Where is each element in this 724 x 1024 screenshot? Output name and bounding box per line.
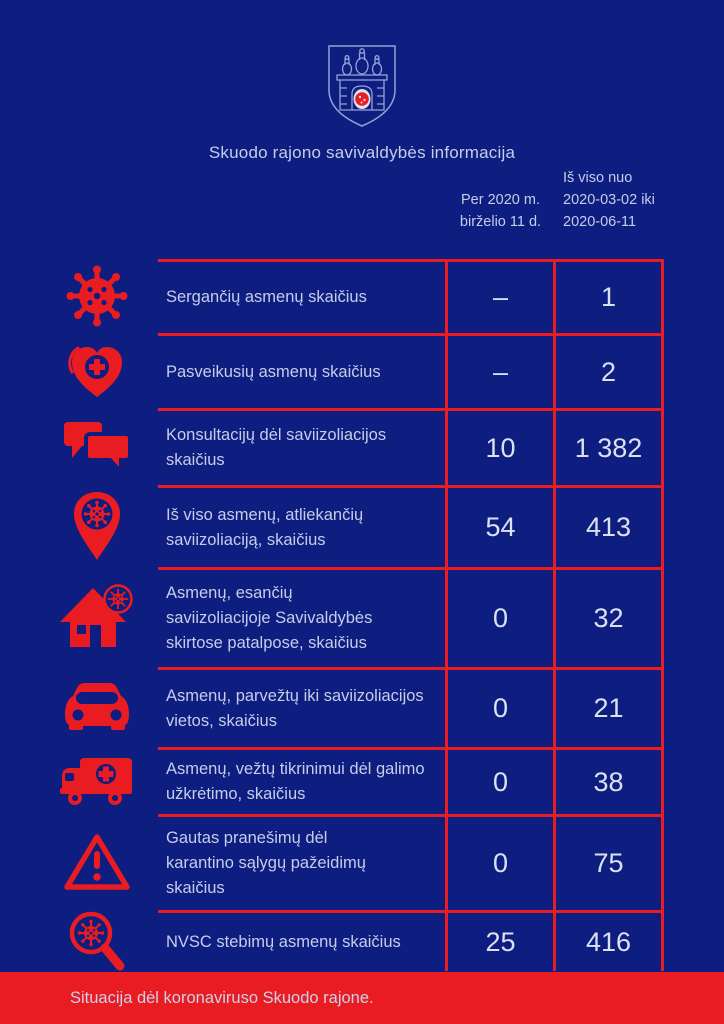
value-total: 38: [556, 747, 664, 814]
warning-triangle-icon: [0, 814, 158, 910]
ambulance-icon: [0, 747, 158, 814]
row-label: Konsultacijų dėl saviizoliacijos skaičiu…: [158, 408, 445, 485]
value-period: 25: [445, 910, 556, 971]
value-total: 2: [556, 333, 664, 408]
house-virus-icon: [0, 567, 158, 667]
value-total: 1: [556, 259, 664, 333]
value-total: 413: [556, 485, 664, 567]
column-header-period: Per 2020 m. birželio 11 d.: [459, 191, 542, 230]
value-total: 21: [556, 667, 664, 747]
row-label: NVSC stebimų asmenų skaičius: [158, 910, 445, 971]
search-virus-icon: [0, 910, 158, 971]
row-label: Sergančių asmenų skaičius: [158, 259, 445, 333]
row-label: Gautas pranešimų dėl karantino sąlygų pa…: [158, 814, 445, 910]
value-total: 1 382: [556, 408, 664, 485]
value-period: 54: [445, 485, 556, 567]
row-label: Asmenų, parvežtų iki saviizoliacijos vie…: [158, 667, 445, 747]
car-icon: [0, 667, 158, 747]
row-label: Asmenų, vežtų tikrinimui dėl galimo užkr…: [158, 747, 445, 814]
value-period: –: [445, 259, 556, 333]
value-period: 0: [445, 747, 556, 814]
value-total: 75: [556, 814, 664, 910]
footer-text: Situacija dėl koronaviruso Skuodo rajone…: [70, 989, 374, 1007]
value-period: 0: [445, 667, 556, 747]
row-label: Asmenų, esančių saviizoliacijoje Savival…: [158, 567, 445, 667]
value-period: 0: [445, 567, 556, 667]
page-title: Skuodo rajono savivaldybės informacija: [208, 143, 516, 162]
row-label: Iš viso asmenų, atliekančių saviizoliaci…: [158, 485, 445, 567]
row-label: Pasveikusių asmenų skaičius: [158, 333, 445, 408]
virus-icon: [0, 259, 158, 333]
value-total: 32: [556, 567, 664, 667]
skuodas-coat-of-arms-icon: [322, 42, 402, 130]
table-column-headers: Per 2020 m. birželio 11 d. Iš viso nuo 2…: [158, 168, 664, 242]
heart-cross-icon: [0, 333, 158, 408]
chat-bubbles-icon: [0, 408, 158, 485]
location-pin-virus-icon: [0, 485, 158, 567]
value-period: 0: [445, 814, 556, 910]
value-period: –: [445, 333, 556, 408]
value-total: 416: [556, 910, 664, 971]
value-period: 10: [445, 408, 556, 485]
stats-table: Sergančių asmenų skaičius –1 Pasveikusių …: [0, 259, 664, 971]
footer-bar: Situacija dėl koronaviruso Skuodo rajone…: [0, 972, 724, 1024]
column-header-total: Iš viso nuo 2020-03-02 iki 2020-06-11: [563, 170, 655, 230]
